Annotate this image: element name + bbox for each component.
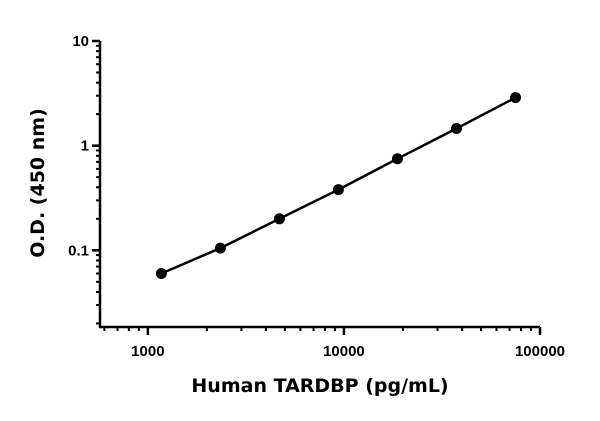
data-point: [214, 242, 226, 254]
y-tick-label: 10: [72, 33, 89, 50]
y-axis-title: O.D. (450 nm): [27, 108, 49, 258]
y-axis: 0.1 1 10: [68, 33, 102, 328]
y-tick-label: 1: [81, 138, 89, 155]
series-layer: [155, 92, 522, 280]
data-point: [273, 213, 285, 225]
x-axis: 1000 10000 100000: [99, 325, 565, 360]
x-tick-label: 100000: [515, 343, 565, 360]
x-tick-label: 10000: [323, 343, 365, 360]
data-point: [450, 122, 462, 134]
x-axis-title: Human TARDBP (pg/mL): [191, 375, 448, 397]
x-tick-label: 1000: [131, 343, 164, 360]
data-point: [332, 184, 344, 196]
y-tick-label: 0.1: [68, 242, 89, 259]
data-point: [510, 92, 522, 104]
data-point: [391, 153, 403, 165]
data-point: [155, 268, 167, 280]
